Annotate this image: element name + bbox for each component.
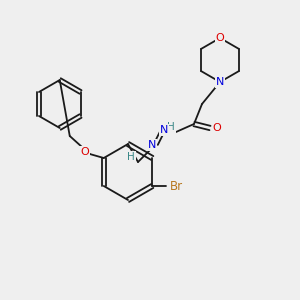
Text: H: H: [127, 152, 135, 162]
Text: Br: Br: [170, 179, 183, 193]
Text: N: N: [160, 125, 168, 135]
Text: O: O: [213, 123, 221, 133]
Text: H: H: [167, 122, 175, 132]
Text: N: N: [148, 140, 156, 150]
Text: O: O: [80, 147, 89, 157]
Text: N: N: [216, 77, 224, 87]
Text: O: O: [216, 33, 224, 43]
